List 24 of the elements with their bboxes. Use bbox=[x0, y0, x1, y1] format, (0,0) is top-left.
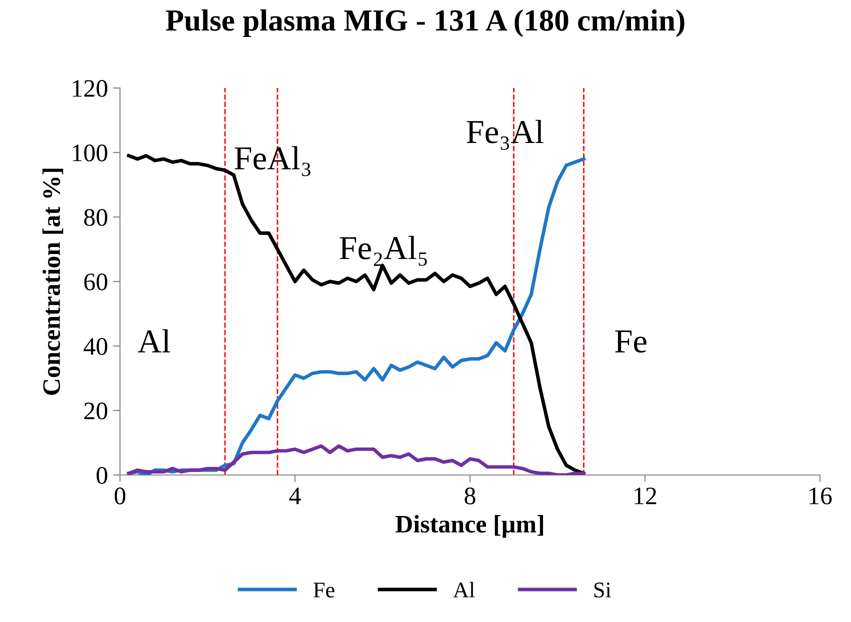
chart-title: Pulse plasma MIG - 131 A (180 cm/min) bbox=[166, 9, 684, 38]
y-tick-label: 60 bbox=[84, 274, 108, 290]
y-tick-label: 0 bbox=[96, 467, 108, 484]
y-tick-label: 120 bbox=[72, 80, 108, 97]
x-tick-label: 12 bbox=[634, 488, 656, 504]
y-tick-label: 80 bbox=[84, 209, 108, 226]
y-tick-label: 20 bbox=[84, 402, 108, 420]
legend-label: Al bbox=[453, 582, 475, 598]
x-tick-label: 0 bbox=[114, 488, 126, 504]
x-tick-label: 16 bbox=[810, 488, 832, 504]
legend-label: Fe bbox=[314, 582, 334, 598]
y-tick-label: 40 bbox=[84, 338, 108, 355]
x-axis-title: Distance [µm] bbox=[396, 515, 544, 538]
line-series bbox=[127, 444, 586, 475]
legend-label: Si bbox=[594, 582, 612, 598]
annotation: Al bbox=[138, 329, 170, 352]
annotation: Fe bbox=[615, 330, 646, 353]
y-axis-title: Concentration [at %] bbox=[42, 168, 64, 395]
annotation: Fe₂Al₅ bbox=[340, 236, 427, 266]
x-tick-label: 8 bbox=[464, 488, 476, 504]
annotation: FeAl₃ bbox=[234, 146, 310, 176]
annotation: Fe₃Al bbox=[466, 120, 544, 150]
x-tick-label: 4 bbox=[289, 488, 301, 504]
y-tick-label: 100 bbox=[72, 144, 108, 162]
